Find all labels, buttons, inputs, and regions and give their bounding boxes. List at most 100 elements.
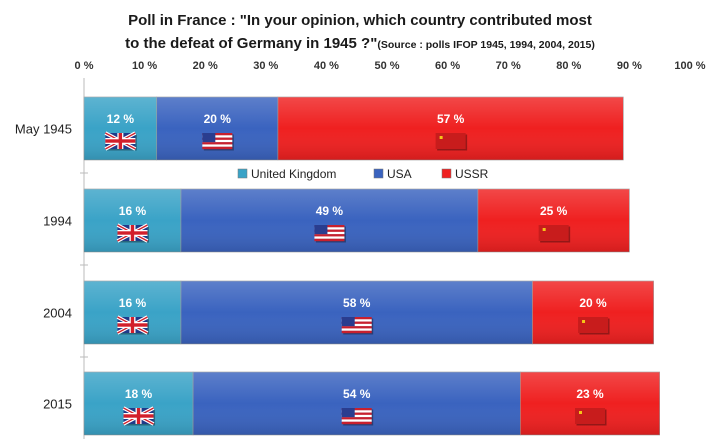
data-label: 57 %	[437, 112, 465, 126]
bar-segment-shade	[520, 372, 660, 435]
data-label: 20 %	[204, 112, 232, 126]
us-flag-stripe	[202, 135, 233, 138]
x-tick-label: 30 %	[253, 60, 278, 72]
bar-segment-shade	[84, 97, 157, 160]
bar-segment-shade	[180, 281, 533, 344]
us-flag-stripe	[341, 417, 372, 420]
bar-segment-shade	[277, 97, 624, 160]
x-tick-label: 50 %	[374, 60, 399, 72]
us-flag-stripe	[314, 229, 345, 233]
us-flag-stripe	[314, 234, 345, 237]
x-tick-label: 80 %	[556, 60, 581, 72]
us-flag-stripe	[314, 227, 345, 230]
us-flag-stripe	[314, 231, 345, 235]
us-flag-icon	[341, 317, 374, 335]
ussr-flag-icon	[435, 133, 468, 151]
us-flag-stripe	[341, 408, 372, 411]
us-flag-icon	[202, 133, 234, 151]
bar-segment-shade	[156, 97, 278, 160]
uk-flag-cross-red	[117, 323, 148, 327]
bar-segment-shade	[180, 189, 478, 252]
uk-flag-cross-red	[117, 231, 148, 235]
x-tick-label: 90 %	[617, 60, 642, 72]
data-label: 54 %	[343, 387, 371, 401]
us-flag-stripe	[202, 133, 233, 136]
us-flag-stripe	[341, 328, 372, 331]
us-flag-stripe	[202, 139, 233, 143]
ussr-flag-emblem	[579, 411, 583, 414]
chart-legend: United Kingdom USA USSR	[237, 167, 489, 181]
x-tick-label: 70 %	[496, 60, 521, 72]
uk-flag-cross-red	[123, 414, 154, 418]
bar-segment-shade	[532, 281, 654, 344]
x-tick-label: 60 %	[435, 60, 460, 72]
us-flag-stripe	[341, 321, 372, 325]
ussr-flag-icon	[575, 408, 607, 426]
us-flag-icon	[314, 225, 346, 243]
us-flag-stripe	[341, 317, 372, 320]
data-label: 12 %	[107, 112, 135, 126]
us-flag-stripe	[314, 236, 345, 239]
ussr-flag-emblem	[542, 228, 546, 231]
data-label: 16 %	[119, 296, 147, 310]
data-label: 16 %	[119, 204, 147, 218]
data-label: 25 %	[540, 204, 568, 218]
data-label: 49 %	[316, 204, 344, 218]
us-flag-stripe	[341, 421, 372, 425]
chart-source-note: (Source : polls IFOP 1945, 1994, 2004, 2…	[377, 39, 595, 51]
x-tick-label: 40 %	[314, 60, 339, 72]
uk-flag-icon	[116, 223, 149, 243]
ussr-flag-field	[575, 408, 606, 424]
legend-swatch	[373, 168, 384, 179]
us-flag-stripe	[341, 319, 372, 322]
chart-title-line1: Poll in France : "In your opinion, which…	[128, 12, 592, 29]
bar-segment-shade	[84, 372, 194, 435]
bar-segment-shade	[477, 189, 630, 252]
x-tick-label: 10 %	[132, 60, 157, 72]
chart-title-line2-main: to the defeat of Germany in 1945 ?"	[125, 35, 377, 52]
category-label: May 1945	[15, 122, 72, 137]
us-flag-stripe	[202, 144, 233, 147]
uk-flag-icon	[104, 131, 137, 151]
legend-label: USA	[387, 167, 412, 181]
x-tick-label: 20 %	[193, 60, 218, 72]
category-label: 2015	[43, 397, 72, 412]
us-flag-stripe	[202, 137, 233, 141]
us-flag-canton	[341, 317, 355, 327]
data-label: 20 %	[579, 296, 607, 310]
us-flag-stripe	[314, 225, 345, 228]
ussr-flag-field	[435, 133, 466, 149]
us-flag-stripe	[202, 142, 233, 145]
us-flag-stripe	[341, 330, 372, 334]
bar-segment-shade	[193, 372, 521, 435]
uk-flag-cross-red	[105, 139, 136, 143]
x-tick-label: 100 %	[674, 60, 705, 72]
data-label: 58 %	[343, 296, 371, 310]
legend-swatch	[441, 168, 452, 179]
us-flag-stripe	[341, 419, 372, 422]
bar-segment-shade	[84, 281, 181, 344]
us-flag-stripe	[341, 412, 372, 416]
uk-flag-icon	[116, 315, 149, 335]
legend-label: United Kingdom	[251, 167, 336, 181]
category-label: 1994	[43, 214, 72, 229]
category-label: 2004	[43, 306, 72, 321]
legend-label: USSR	[455, 167, 489, 181]
x-tick-label: 0 %	[75, 60, 94, 72]
us-flag-stripe	[341, 410, 372, 413]
data-label: 18 %	[125, 387, 153, 401]
us-flag-stripe	[341, 326, 372, 329]
bars-group: May 1945 12 % 20 % 57 % 1994 16 % 49 % 25 % 2004…	[15, 96, 661, 436]
ussr-flag-icon	[578, 317, 610, 335]
us-flag-canton	[341, 408, 355, 418]
x-axis: 0 % 10 % 20 % 30 % 40 % 50 % 60 % 70 % 80 % 90 % 1…	[75, 60, 706, 439]
ussr-flag-emblem	[582, 320, 586, 323]
chart-title-line2: to the defeat of Germany in 1945 ?"(Sour…	[125, 35, 595, 52]
uk-flag-icon	[122, 406, 156, 426]
us-flag-stripe	[202, 146, 233, 150]
ussr-flag-icon	[538, 225, 571, 243]
us-flag-stripe	[341, 323, 372, 327]
bar-segment-shade	[84, 189, 181, 252]
ussr-flag-field	[578, 317, 609, 333]
